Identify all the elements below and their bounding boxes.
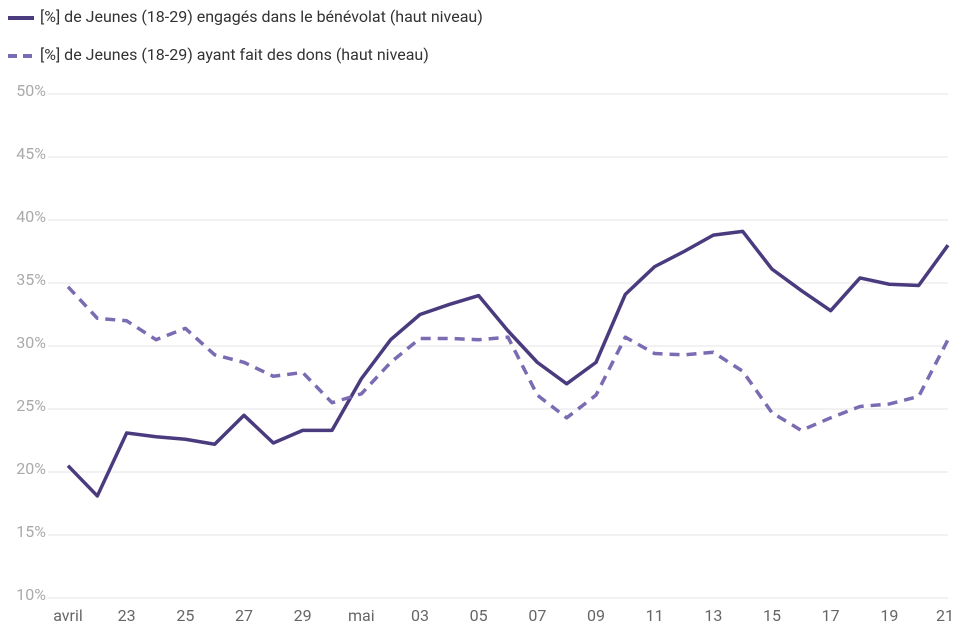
series-line xyxy=(66,229,950,498)
x-tick-label: 17 xyxy=(822,606,840,625)
y-tick-label: 50% xyxy=(16,81,46,100)
x-tick-label: mai xyxy=(348,606,375,625)
x-tick-label: 09 xyxy=(587,606,605,625)
series-line xyxy=(66,285,950,433)
x-tick-label: 03 xyxy=(411,606,429,625)
y-tick-label: 30% xyxy=(16,333,46,352)
y-tick-label: 25% xyxy=(16,396,46,415)
y-tick-label: 40% xyxy=(16,207,46,226)
legend-label: [%] de Jeunes (18-29) engagés dans le bé… xyxy=(40,7,483,26)
x-tick-label: 13 xyxy=(704,606,722,625)
x-tick-label: 05 xyxy=(470,606,488,625)
x-tick-label: 29 xyxy=(294,606,312,625)
x-tick-label: 27 xyxy=(235,606,253,625)
x-tick-label: 19 xyxy=(880,606,898,625)
x-tick-label: 15 xyxy=(763,606,781,625)
y-tick-label: 10% xyxy=(16,585,46,604)
y-tick-label: 15% xyxy=(16,522,46,541)
x-tick-label: 25 xyxy=(176,606,194,625)
y-tick-label: 35% xyxy=(16,270,46,289)
x-tick-label: 21 xyxy=(936,606,953,625)
x-tick-label: 11 xyxy=(646,606,664,625)
y-tick-label: 45% xyxy=(16,144,46,163)
x-tick-label: 23 xyxy=(118,606,136,625)
y-tick-label: 20% xyxy=(16,459,46,478)
x-tick-label: avril xyxy=(53,606,83,625)
x-tick-label: 07 xyxy=(528,606,546,625)
legend-label: [%] de Jeunes (18-29) ayant fait des don… xyxy=(40,45,429,64)
